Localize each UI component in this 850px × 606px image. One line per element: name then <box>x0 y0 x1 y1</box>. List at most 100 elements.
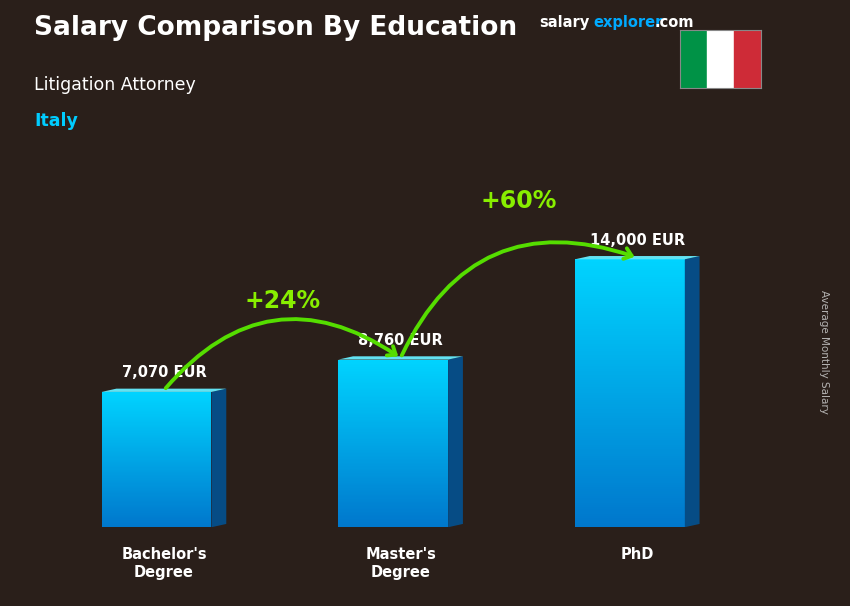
Bar <box>338 504 448 505</box>
Bar <box>102 494 212 496</box>
Bar <box>338 359 448 361</box>
Bar <box>338 449 448 450</box>
Bar <box>102 508 212 509</box>
Bar <box>338 434 448 435</box>
Bar <box>575 471 685 474</box>
Bar <box>102 441 212 442</box>
Polygon shape <box>575 256 700 259</box>
Bar <box>338 491 448 492</box>
Bar <box>102 468 212 470</box>
Bar <box>102 450 212 451</box>
Bar <box>102 400 212 401</box>
Bar <box>102 454 212 455</box>
Bar <box>338 452 448 453</box>
Polygon shape <box>685 256 700 527</box>
Bar <box>575 474 685 476</box>
Polygon shape <box>212 388 226 527</box>
Bar <box>575 384 685 387</box>
Bar <box>102 395 212 396</box>
Bar <box>102 514 212 515</box>
Bar <box>575 302 685 304</box>
Bar <box>102 434 212 435</box>
Bar <box>102 437 212 438</box>
Bar <box>102 492 212 493</box>
Bar <box>575 496 685 498</box>
Bar <box>102 444 212 445</box>
Bar <box>338 444 448 445</box>
Bar <box>102 461 212 462</box>
Bar <box>338 442 448 444</box>
Bar <box>102 438 212 439</box>
Polygon shape <box>102 388 226 392</box>
Bar <box>338 427 448 428</box>
Bar <box>102 430 212 431</box>
Bar <box>575 516 685 518</box>
Bar <box>102 474 212 475</box>
Text: +60%: +60% <box>481 188 557 213</box>
Bar <box>575 433 685 436</box>
Bar <box>338 425 448 427</box>
Bar <box>102 502 212 504</box>
Bar <box>575 288 685 290</box>
Bar <box>575 438 685 440</box>
Bar <box>338 408 448 410</box>
Bar <box>102 409 212 410</box>
Bar <box>575 311 685 313</box>
Bar <box>338 518 448 519</box>
Bar <box>102 451 212 453</box>
Bar <box>575 324 685 326</box>
Bar <box>102 402 212 403</box>
Bar <box>707 30 734 88</box>
Bar <box>575 418 685 420</box>
Text: explorer: explorer <box>593 15 663 30</box>
Bar <box>102 416 212 417</box>
Bar <box>575 501 685 502</box>
Bar <box>575 364 685 367</box>
Bar <box>575 270 685 273</box>
Bar <box>102 485 212 487</box>
Bar <box>338 506 448 508</box>
Bar <box>575 333 685 335</box>
Bar <box>338 495 448 496</box>
Bar <box>338 393 448 395</box>
Bar <box>102 411 212 412</box>
Bar <box>102 424 212 425</box>
Bar <box>102 456 212 458</box>
Bar <box>575 322 685 324</box>
Bar <box>338 398 448 399</box>
Bar <box>338 376 448 378</box>
Bar <box>575 436 685 438</box>
Bar <box>338 510 448 512</box>
Bar <box>338 430 448 431</box>
Bar <box>102 471 212 472</box>
Bar <box>102 515 212 516</box>
Bar <box>575 387 685 389</box>
Bar <box>338 468 448 470</box>
Bar <box>575 456 685 458</box>
Bar <box>575 476 685 478</box>
Bar <box>102 510 212 511</box>
Bar <box>575 304 685 306</box>
Bar <box>102 435 212 436</box>
Bar <box>102 497 212 498</box>
Bar <box>102 405 212 407</box>
Bar <box>575 510 685 511</box>
Bar <box>575 416 685 418</box>
Bar <box>575 391 685 393</box>
Bar <box>575 525 685 527</box>
Bar <box>575 404 685 407</box>
Bar <box>102 517 212 518</box>
Bar <box>575 396 685 398</box>
Bar <box>338 505 448 506</box>
Bar <box>575 400 685 402</box>
Bar <box>575 451 685 453</box>
Bar <box>338 454 448 456</box>
Bar <box>102 513 212 514</box>
Bar <box>575 427 685 429</box>
Bar <box>338 416 448 417</box>
Bar <box>338 477 448 478</box>
Bar <box>102 436 212 437</box>
Bar <box>338 364 448 365</box>
Bar <box>102 516 212 517</box>
Bar <box>338 508 448 509</box>
